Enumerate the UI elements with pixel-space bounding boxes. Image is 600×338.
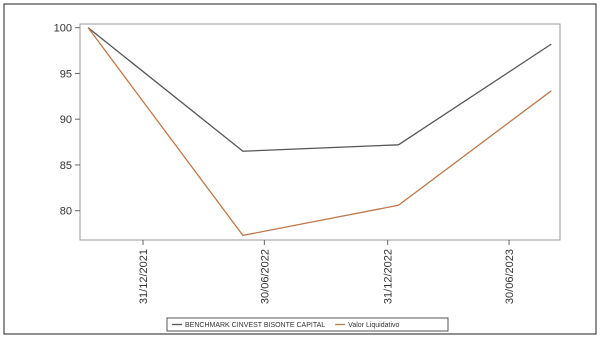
y-tick-label: 95 xyxy=(60,68,72,80)
plot-area xyxy=(79,23,561,241)
x-tick-label: 31/12/2022 xyxy=(383,249,395,304)
y-tick-label: 85 xyxy=(60,160,72,172)
x-tick-label: 31/12/2021 xyxy=(138,249,150,304)
legend: BENCHMARK CINVEST BISONTE CAPITAL Valor L… xyxy=(166,317,449,332)
y-tick-label: 90 xyxy=(60,114,72,126)
y-tick-label: 100 xyxy=(54,23,72,35)
legend-label: Valor Liquidativo xyxy=(348,322,399,329)
line xyxy=(87,27,552,237)
y-tick-label: 80 xyxy=(60,206,72,218)
x-tick-label: 30/06/2022 xyxy=(259,249,271,304)
frame xyxy=(3,3,597,335)
legend-box xyxy=(166,317,449,332)
x-tick-label: 30/06/2023 xyxy=(504,249,516,304)
line xyxy=(87,27,552,152)
legend-label: BENCHMARK CINVEST BISONTE CAPITAL xyxy=(185,322,325,329)
